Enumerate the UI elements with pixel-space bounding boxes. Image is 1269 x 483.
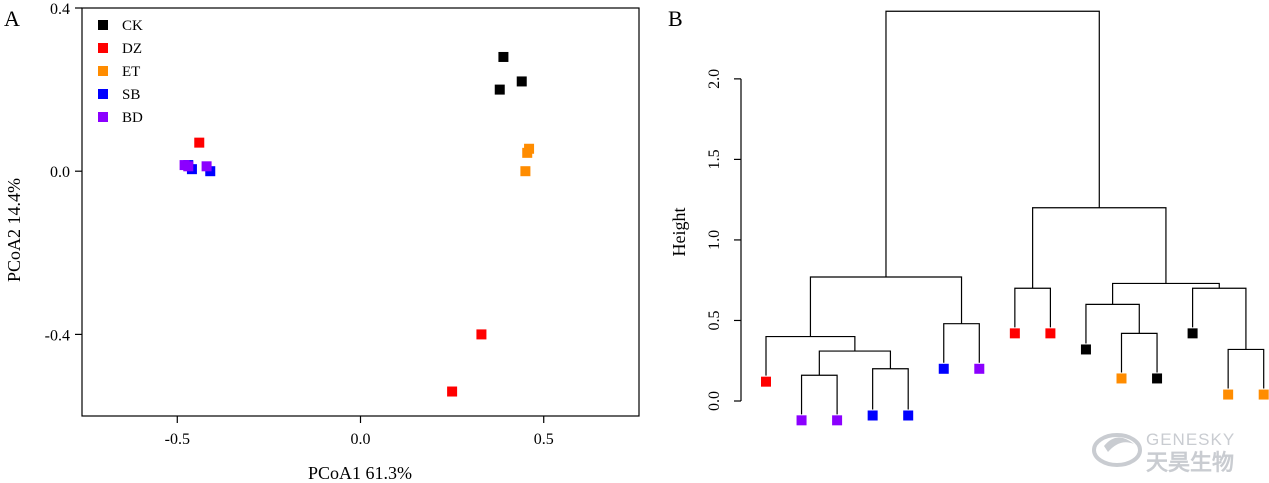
pcoa-y-tick-label: -0.4 <box>45 327 70 344</box>
dendrogram-y-tick-label: 0.0 <box>706 391 723 411</box>
dendrogram-leaf <box>1187 328 1198 339</box>
pcoa-point <box>498 51 509 62</box>
dendrogram-leaves <box>761 328 1269 426</box>
pcoa-legend: CK DZ ET SB BD <box>98 18 143 126</box>
pcoa-points <box>179 51 535 397</box>
dendrogram-leaf <box>1045 328 1056 339</box>
pcoa-point <box>522 147 533 158</box>
dendrogram-branch <box>1192 287 1247 350</box>
cluster-dendrogram: 0.0 0.5 1.0 1.5 2.0 Height <box>669 10 1269 426</box>
pcoa-point <box>520 166 531 177</box>
dendrogram-y-tick-label: 2.0 <box>706 69 723 89</box>
pcoa-y-tick-label: 0.0 <box>50 164 70 181</box>
pcoa-point <box>183 161 194 172</box>
pcoa-y-axis-label: PCoA2 14.4% <box>4 178 24 282</box>
dendrogram-branch <box>1014 287 1051 328</box>
dendrogram-branch <box>800 374 838 415</box>
pcoa-point <box>201 161 212 172</box>
pcoa-x-axis: -0.5 0.0 0.5 <box>165 416 554 448</box>
watermark: GENESKY 天昊生物 <box>1092 430 1235 476</box>
dendrogram-y-axis-label: Height <box>669 208 689 257</box>
pcoa-point <box>476 329 487 340</box>
pcoa-legend-label: CK <box>122 18 143 34</box>
dendrogram-branch <box>872 368 909 410</box>
watermark-text-cn: 天昊生物 <box>1146 450 1234 476</box>
dendrogram-leaf <box>867 410 878 421</box>
dendrogram-branch <box>943 323 980 363</box>
dendrogram-branch <box>1032 207 1167 289</box>
pcoa-legend-swatch <box>98 43 108 53</box>
pcoa-legend-label: ET <box>122 64 140 80</box>
dendrogram-leaf <box>974 363 985 374</box>
pcoa-point <box>447 386 458 397</box>
pcoa-legend-label: DZ <box>122 41 142 57</box>
dendrogram-leaf <box>1116 373 1127 384</box>
pcoa-legend-swatch <box>98 20 108 30</box>
dendrogram-branch <box>809 276 963 337</box>
dendrogram-leaf <box>1223 389 1234 400</box>
pcoa-legend-label: SB <box>122 87 140 103</box>
dendrogram-leaf <box>1152 373 1163 384</box>
dendrogram-leaf <box>903 410 914 421</box>
dendrogram-leaf <box>761 376 771 387</box>
dendrogram-leaf <box>796 415 807 426</box>
dendrogram-branch <box>1227 348 1265 389</box>
watermark-text-en: GENESKY <box>1146 430 1235 449</box>
pcoa-y-tick-label: 0.4 <box>50 1 70 18</box>
dendrogram-branches <box>765 10 1265 415</box>
dendrogram-branch <box>1112 282 1220 305</box>
pcoa-y-axis: -0.4 0.0 0.4 <box>45 1 82 344</box>
pcoa-x-tick-label: -0.5 <box>165 431 190 448</box>
dendrogram-leaf <box>832 415 843 426</box>
dendrogram-y-tick-label: 1.0 <box>706 230 723 250</box>
pcoa-x-tick-label: 0.5 <box>534 431 554 448</box>
dendrogram-branch <box>1120 332 1158 373</box>
dendrogram-y-tick-label: 0.5 <box>706 310 723 330</box>
pcoa-point <box>194 137 205 148</box>
pcoa-x-axis-label: PCoA1 61.3% <box>308 463 412 483</box>
pcoa-x-tick-label: 0.0 <box>351 431 371 448</box>
pcoa-plot-frame <box>81 7 640 417</box>
dendrogram-leaf <box>1080 344 1091 355</box>
dendrogram-y-axis: 0.0 0.5 1.0 1.5 2.0 <box>706 69 742 411</box>
dendrogram-y-tick-label: 1.5 <box>706 149 723 169</box>
panel-a-letter: A <box>4 6 20 31</box>
dendrogram-branch <box>885 10 1100 277</box>
dendrogram-branch <box>1085 303 1140 344</box>
pcoa-scatter-plot: -0.5 0.0 0.5 -0.4 0.0 0.4 CK DZ ET SB BD PCoA1 6… <box>4 1 640 483</box>
pcoa-legend-label: BD <box>122 110 143 126</box>
dendrogram-branch <box>818 350 892 376</box>
dendrogram-branch <box>765 335 856 376</box>
panel-b-letter: B <box>668 6 683 31</box>
dendrogram-leaf <box>938 363 949 374</box>
pcoa-legend-swatch <box>98 89 108 99</box>
genesky-logo-icon <box>1092 433 1142 467</box>
pcoa-legend-swatch <box>98 66 108 76</box>
pcoa-point <box>494 84 505 95</box>
dendrogram-leaf <box>1009 328 1020 339</box>
pcoa-legend-swatch <box>98 112 108 122</box>
dendrogram-leaf <box>1258 389 1269 400</box>
pcoa-point <box>516 76 527 87</box>
